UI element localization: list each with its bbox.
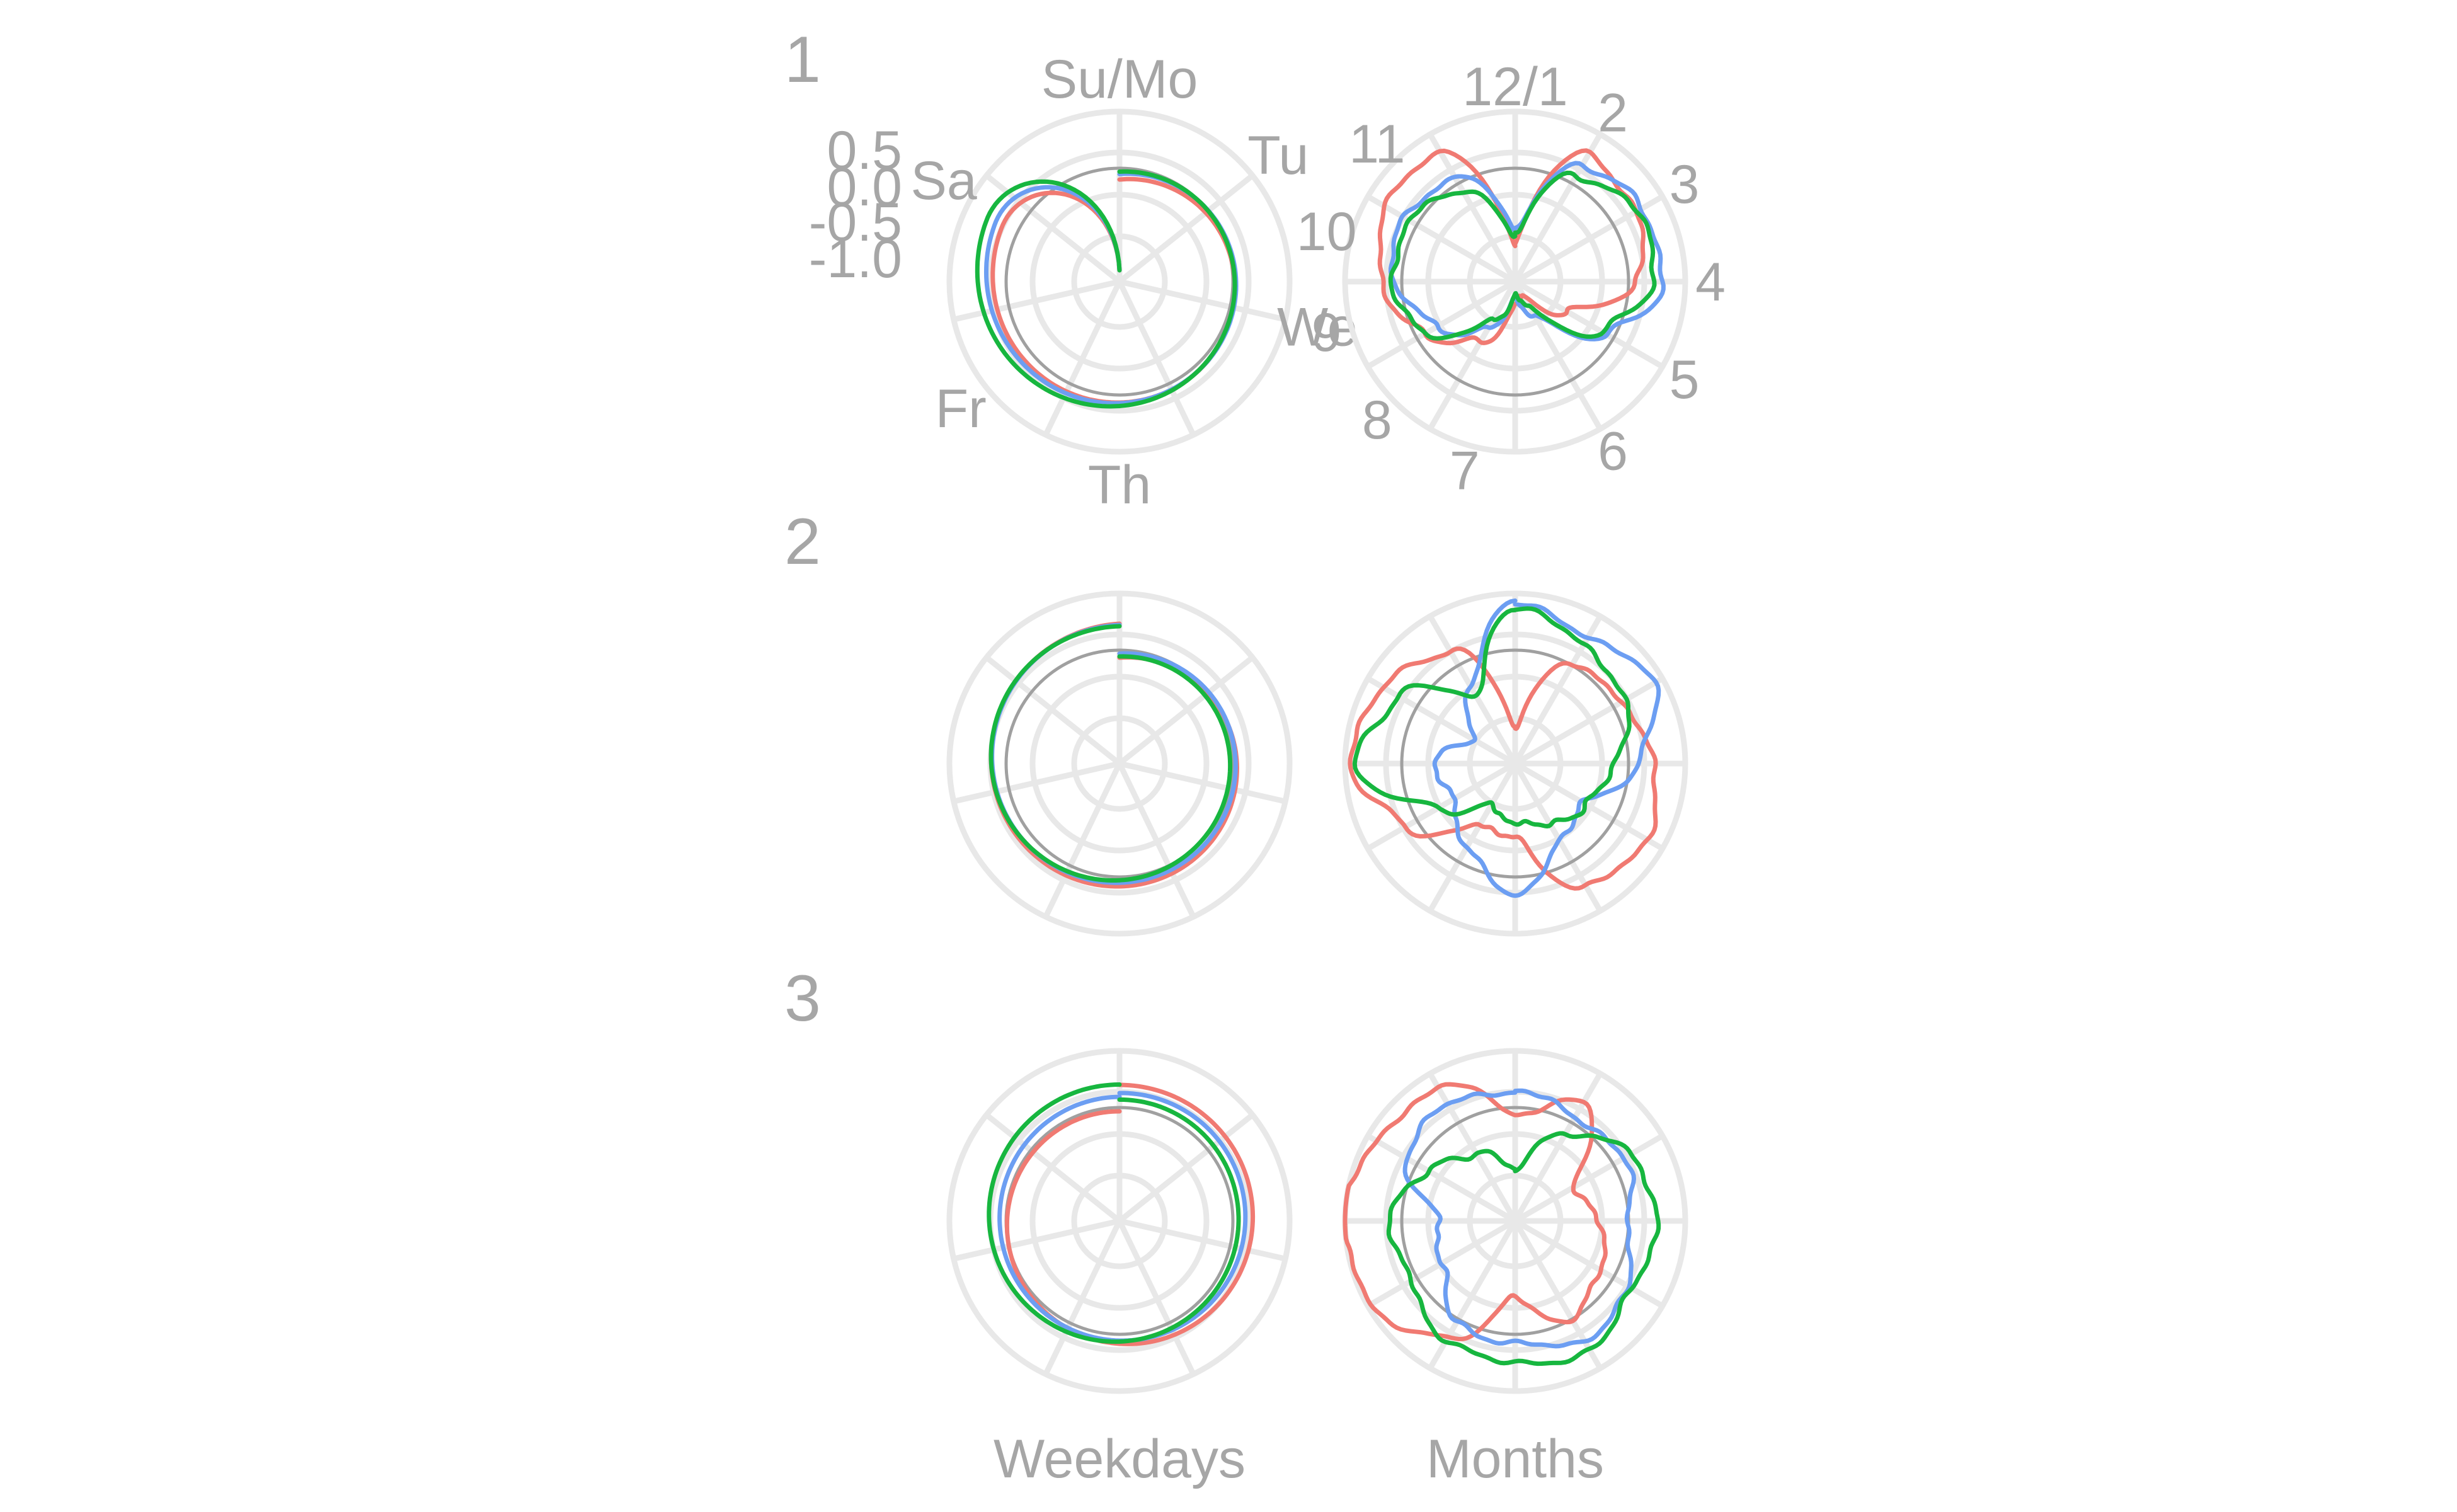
radial-tick-label: -1.0 <box>809 229 902 289</box>
grid-spoke <box>1366 1133 1517 1223</box>
panel-row3-weekdays <box>946 1048 1293 1394</box>
reference-circle-zero <box>1004 648 1235 879</box>
panel-row1-weekdays: Su/Mo Tu We Th Fr Sa <box>910 49 1357 515</box>
grid-spoke <box>1513 1218 1664 1309</box>
grid-spoke <box>1043 280 1123 437</box>
grid-spoke <box>1513 132 1603 284</box>
angular-tick-label: Fr <box>936 379 987 439</box>
angular-tick-label: 11 <box>1349 114 1405 175</box>
series-line-3 <box>1386 1131 1661 1366</box>
column-label-months: Months <box>1426 1429 1604 1489</box>
grid-spoke <box>1428 280 1518 431</box>
grid-spoke <box>1043 1220 1123 1376</box>
grid-spoke <box>985 1113 1121 1223</box>
grid-spoke <box>1116 762 1196 919</box>
panel-row2-months <box>1342 590 1688 937</box>
angular-tick-label: Su/Mo <box>1041 49 1198 110</box>
radial-tick-label: 0.0 <box>827 157 902 217</box>
series-line-1 <box>1348 646 1658 891</box>
grid-spoke <box>1366 279 1517 369</box>
series-line-3 <box>975 169 1237 409</box>
grid-spoke <box>1513 1072 1603 1223</box>
grid-spoke <box>1116 1220 1196 1376</box>
angular-tick-label: 2 <box>1598 83 1628 144</box>
angular-tick-label: 7 <box>1450 440 1480 501</box>
series-line-2 <box>1432 598 1661 898</box>
series-line-3 <box>1388 170 1657 341</box>
grid-spoke <box>1366 194 1517 284</box>
grid-spoke <box>1118 1113 1254 1223</box>
grid-spoke <box>953 760 1121 805</box>
column-label-weekdays: Weekdays <box>994 1429 1246 1489</box>
grid-spoke <box>1118 655 1254 766</box>
grid-spoke <box>1428 614 1518 765</box>
grid-spoke <box>1513 1133 1664 1223</box>
radial-tick-label: 0.5 <box>827 120 902 181</box>
row-label-1: 1 <box>784 23 821 96</box>
angular-tick-label: Th <box>1088 455 1151 515</box>
grid-spoke <box>1513 614 1603 765</box>
grid-spoke <box>1043 762 1123 919</box>
angular-tick-label: 3 <box>1670 154 1700 215</box>
series-line-3 <box>988 624 1233 883</box>
grid-spoke <box>1513 761 1664 851</box>
angular-tick-label: Tu <box>1247 125 1309 186</box>
grid-spoke <box>953 278 1121 323</box>
grid-spoke <box>1428 762 1518 913</box>
reference-circle-zero <box>1400 166 1630 397</box>
series-line-3 <box>987 1082 1241 1344</box>
grid-spoke <box>1118 760 1286 805</box>
grid-spoke <box>1428 1072 1518 1223</box>
grid-spoke <box>1513 1219 1603 1370</box>
panels: Su/Mo Tu We Th Fr Sa 12/1 23 4 56 789 10 11 <box>910 49 1726 1394</box>
panel-row3-months <box>1342 1048 1688 1394</box>
angular-tick-label: 4 <box>1695 252 1726 312</box>
panel-row1-months: 12/1 23 4 56 789 10 11 <box>1297 57 1726 501</box>
grid-spoke <box>1118 278 1286 323</box>
angular-tick-label: 5 <box>1670 350 1700 410</box>
grid-spoke <box>1366 761 1517 851</box>
grid-spoke <box>1513 279 1664 369</box>
grid-spoke <box>1366 676 1517 766</box>
radial-tick-labels: 0.50.0-0.5-1.0 <box>809 120 902 289</box>
grid-spoke <box>1428 132 1518 284</box>
grid-spoke <box>953 1218 1121 1262</box>
radial-tick-label: -0.5 <box>809 192 902 253</box>
grid-spoke <box>1116 280 1196 437</box>
column-labels: Weekdays Months <box>994 1429 1604 1489</box>
angular-tick-label: 10 <box>1297 202 1357 262</box>
angular-tick-label: 9 <box>1312 302 1342 363</box>
row-label-3: 3 <box>784 962 821 1035</box>
angular-tick-label: 8 <box>1362 390 1392 450</box>
grid-spoke <box>1118 173 1254 284</box>
series-line-1 <box>1343 1082 1608 1341</box>
series-line-3 <box>1352 606 1632 828</box>
grid-spoke <box>1118 1218 1286 1262</box>
reference-circle-zero <box>1400 648 1630 879</box>
grid-spoke <box>1513 676 1664 766</box>
series-line-2 <box>1402 1088 1636 1349</box>
angular-tick-label: Sa <box>910 151 976 211</box>
row-labels: 1 2 3 <box>784 23 821 1035</box>
row-label-2: 2 <box>784 505 821 578</box>
angular-tick-label: 12/1 <box>1462 57 1567 117</box>
grid-spoke <box>985 655 1121 766</box>
panel-row2-weekdays <box>946 590 1293 937</box>
angular-tick-label: We <box>1277 297 1357 358</box>
angular-tick-label: 6 <box>1598 421 1628 482</box>
